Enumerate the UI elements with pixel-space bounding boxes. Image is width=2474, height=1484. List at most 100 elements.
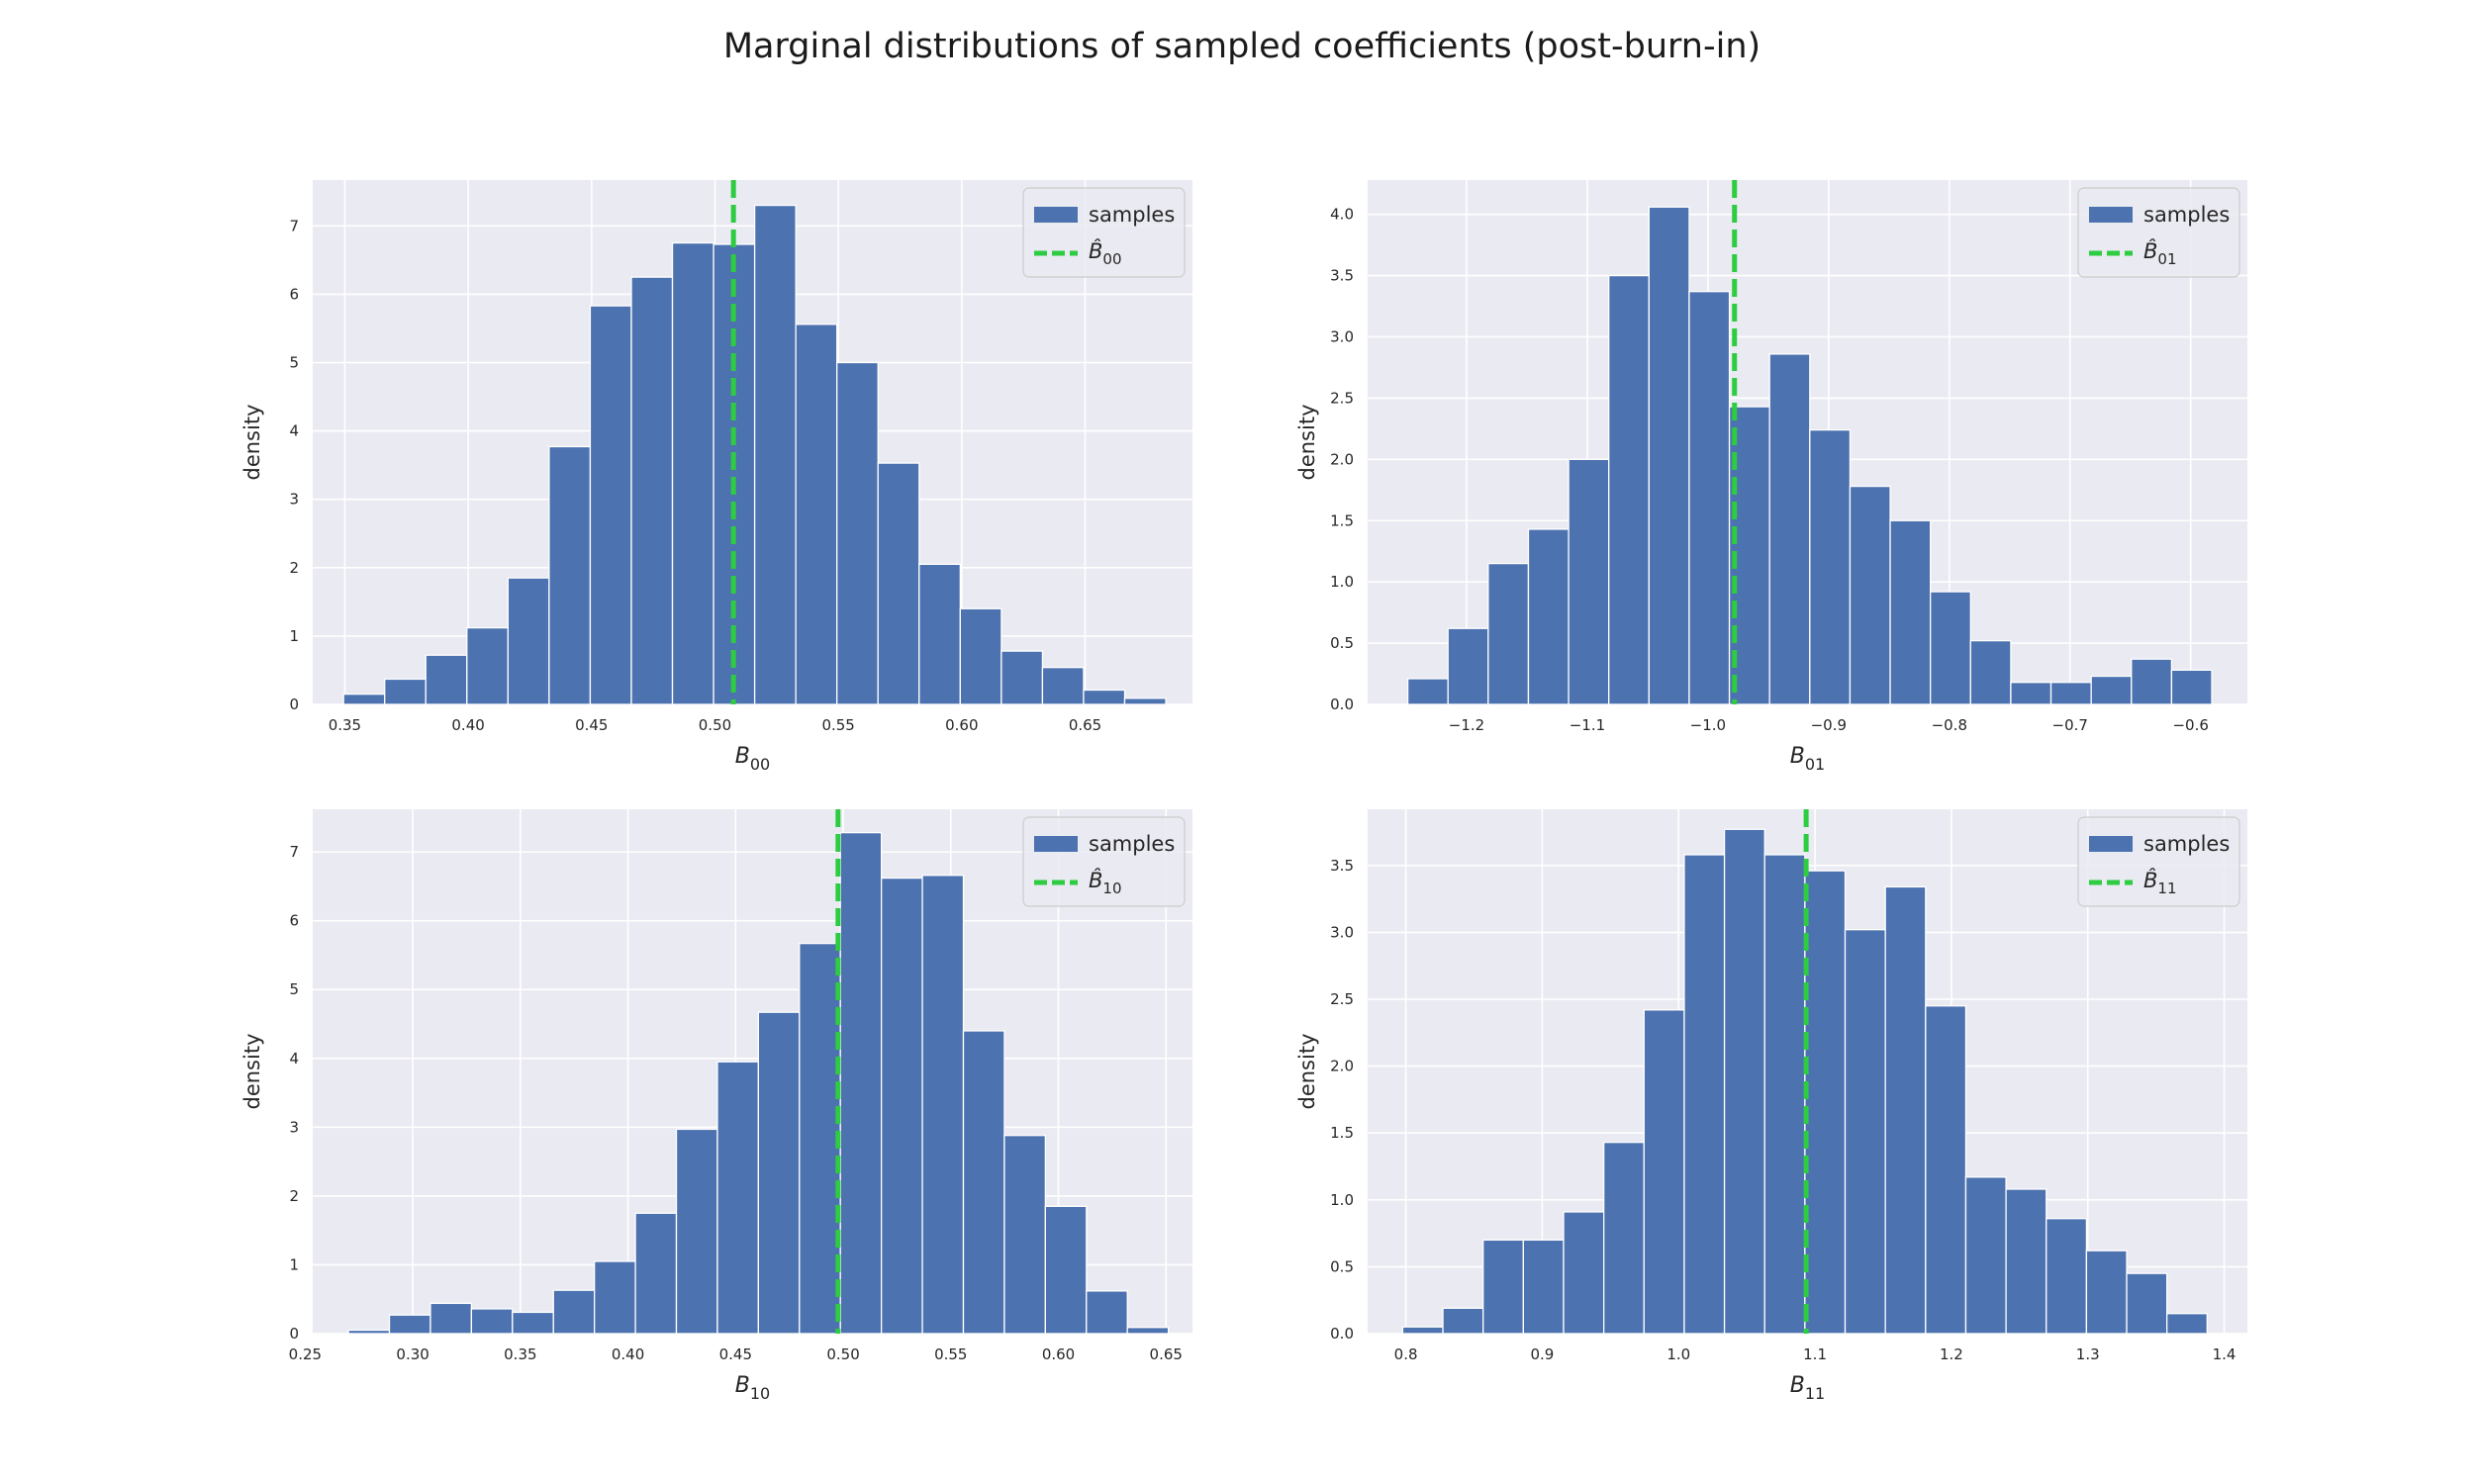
histogram-bar bbox=[757, 1011, 801, 1335]
legend-label-samples: samples bbox=[1089, 832, 1175, 856]
histogram-bar bbox=[425, 654, 468, 705]
histogram-bar bbox=[1482, 1239, 1525, 1335]
y-tick-label: 6 bbox=[289, 285, 299, 303]
histogram-bar bbox=[1044, 1205, 1088, 1335]
x-axis-label-subscript: 11 bbox=[1805, 1384, 1825, 1403]
histogram-bar bbox=[2126, 1272, 2168, 1335]
y-tick-label: 1 bbox=[289, 627, 299, 645]
y-axis-label: density bbox=[240, 405, 264, 481]
legend-label-estimate-base: B̂ bbox=[1089, 868, 1102, 892]
y-tick-label: 7 bbox=[289, 843, 299, 861]
legend: samples B̂01 bbox=[2077, 187, 2240, 278]
legend-label-estimate: B̂10 bbox=[1089, 868, 1122, 897]
y-tick-label: 2 bbox=[289, 1187, 299, 1205]
histogram-panel-b00: 0.35 0.40 0.45 0.50 0.55 0.60 0.65 0 1 2 3 4 5 6 7 dens… bbox=[240, 180, 1192, 774]
legend-label-estimate-base: B̂ bbox=[2143, 868, 2157, 892]
histogram-bar bbox=[1041, 667, 1085, 705]
histogram-bar bbox=[1969, 639, 2012, 705]
figure-title: Marginal distributions of sampled coeffi… bbox=[723, 27, 1760, 66]
histogram-bar bbox=[877, 462, 920, 705]
x-axis-label: B11 bbox=[1790, 1373, 1825, 1403]
histogram-panel-b10: 0.25 0.30 0.35 0.40 0.45 0.50 0.55 0.60 0.65 0 1 2 3… bbox=[240, 809, 1192, 1403]
histogram-bar bbox=[1844, 929, 1886, 1335]
histogram-bar bbox=[342, 693, 386, 705]
histogram-bar bbox=[594, 1260, 636, 1335]
y-tick-label: 4.0 bbox=[1330, 206, 1354, 224]
y-tick-label: 0.0 bbox=[1330, 696, 1354, 713]
y-tick-label: 7 bbox=[289, 217, 299, 234]
histogram-bar bbox=[1643, 1009, 1685, 1335]
histogram-bar bbox=[1442, 1307, 1484, 1335]
legend-label-estimate-base: B̂ bbox=[1089, 238, 1102, 263]
histogram-bar bbox=[1123, 697, 1167, 705]
y-tick-label: 3.0 bbox=[1330, 923, 1354, 941]
y-tick-label: 5 bbox=[289, 353, 299, 371]
x-tick-label: 0.50 bbox=[826, 1345, 859, 1363]
histogram-bar bbox=[2010, 682, 2052, 705]
x-axis-label: B00 bbox=[735, 744, 770, 774]
histogram-bar bbox=[1447, 627, 1489, 705]
histogram-bar bbox=[2131, 658, 2173, 705]
y-tick-label: 3.0 bbox=[1330, 328, 1354, 346]
x-tick-label: 0.45 bbox=[719, 1345, 752, 1363]
histogram-bar bbox=[2005, 1188, 2047, 1335]
legend-label-estimate-subscript: 00 bbox=[1102, 250, 1121, 268]
histogram-panel-b11: 0.8 0.9 1.0 1.1 1.2 1.3 1.4 0.0 0.5 1.0 1.5 2.0 2.5 3… bbox=[1295, 809, 2247, 1403]
y-tick-label: 3 bbox=[289, 1118, 299, 1136]
x-tick-label: 0.60 bbox=[1042, 1345, 1075, 1363]
y-tick-label: 2.5 bbox=[1330, 990, 1354, 1008]
subplots: 0.35 0.40 0.45 0.50 0.55 0.60 0.6501234567dens… bbox=[240, 180, 2247, 1403]
histogram-bar bbox=[388, 1314, 431, 1335]
histogram-bar bbox=[675, 1128, 718, 1335]
x-axis-label-base: B bbox=[1790, 1373, 1805, 1398]
histogram-bar bbox=[1487, 562, 1530, 705]
x-axis-label-base: B bbox=[735, 744, 750, 769]
histogram-bar bbox=[1849, 485, 1891, 705]
x-tick-label: 0.50 bbox=[699, 716, 731, 734]
legend-label-estimate-base: B̂ bbox=[2143, 238, 2157, 263]
y-tick-label: 0.0 bbox=[1330, 1325, 1354, 1343]
legend-label-samples: samples bbox=[1089, 203, 1175, 227]
histogram-bar bbox=[1603, 1142, 1645, 1335]
histogram-bar bbox=[1964, 1176, 2007, 1335]
legend-label-estimate-subscript: 11 bbox=[2157, 880, 2176, 897]
x-tick-label: 1.2 bbox=[1940, 1345, 1963, 1363]
histogram-bar bbox=[1804, 870, 1847, 1335]
y-tick-label: 6 bbox=[289, 912, 299, 930]
legend-swatch-samples bbox=[1034, 836, 1078, 852]
y-tick-label: 1.0 bbox=[1330, 1191, 1354, 1209]
x-axis-label-subscript: 00 bbox=[750, 755, 770, 774]
histogram-bar bbox=[753, 204, 797, 705]
histogram-bar bbox=[2170, 669, 2213, 705]
histogram-bar bbox=[962, 1030, 1005, 1335]
x-tick-label: 0.30 bbox=[396, 1345, 428, 1363]
histogram-bar bbox=[959, 607, 1002, 705]
histogram-bar bbox=[671, 241, 714, 705]
x-tick-label: 1.3 bbox=[2076, 1345, 2100, 1363]
y-tick-label: 4 bbox=[289, 1050, 299, 1067]
histogram-bar bbox=[1406, 678, 1449, 705]
histogram-bar bbox=[1083, 689, 1126, 705]
legend: samples B̂11 bbox=[2077, 816, 2240, 907]
histogram-bar bbox=[347, 1329, 391, 1335]
y-tick-label: 3 bbox=[289, 491, 299, 509]
legend: samples B̂00 bbox=[1022, 187, 1186, 278]
y-tick-label: 2.5 bbox=[1330, 389, 1354, 407]
histogram-bar bbox=[512, 1311, 554, 1335]
y-tick-label: 3.5 bbox=[1330, 857, 1354, 875]
y-tick-label: 5 bbox=[289, 980, 299, 998]
x-tick-label: −0.7 bbox=[2052, 716, 2088, 734]
histogram-bar bbox=[1568, 458, 1610, 705]
histogram-bar bbox=[552, 1289, 596, 1335]
histogram-bar bbox=[1809, 428, 1852, 705]
y-axis-label: density bbox=[1295, 1034, 1319, 1110]
histogram-bar bbox=[1522, 1239, 1565, 1335]
histogram-bar bbox=[548, 445, 592, 705]
x-tick-label: 0.55 bbox=[821, 716, 854, 734]
histogram-bar bbox=[1884, 885, 1927, 1335]
y-tick-label: 2 bbox=[289, 559, 299, 577]
histogram-bar bbox=[1688, 291, 1731, 705]
x-tick-label: 0.8 bbox=[1394, 1345, 1418, 1363]
legend-label-estimate-subscript: 01 bbox=[2157, 250, 2176, 268]
y-tick-label: 0.5 bbox=[1330, 1257, 1354, 1275]
